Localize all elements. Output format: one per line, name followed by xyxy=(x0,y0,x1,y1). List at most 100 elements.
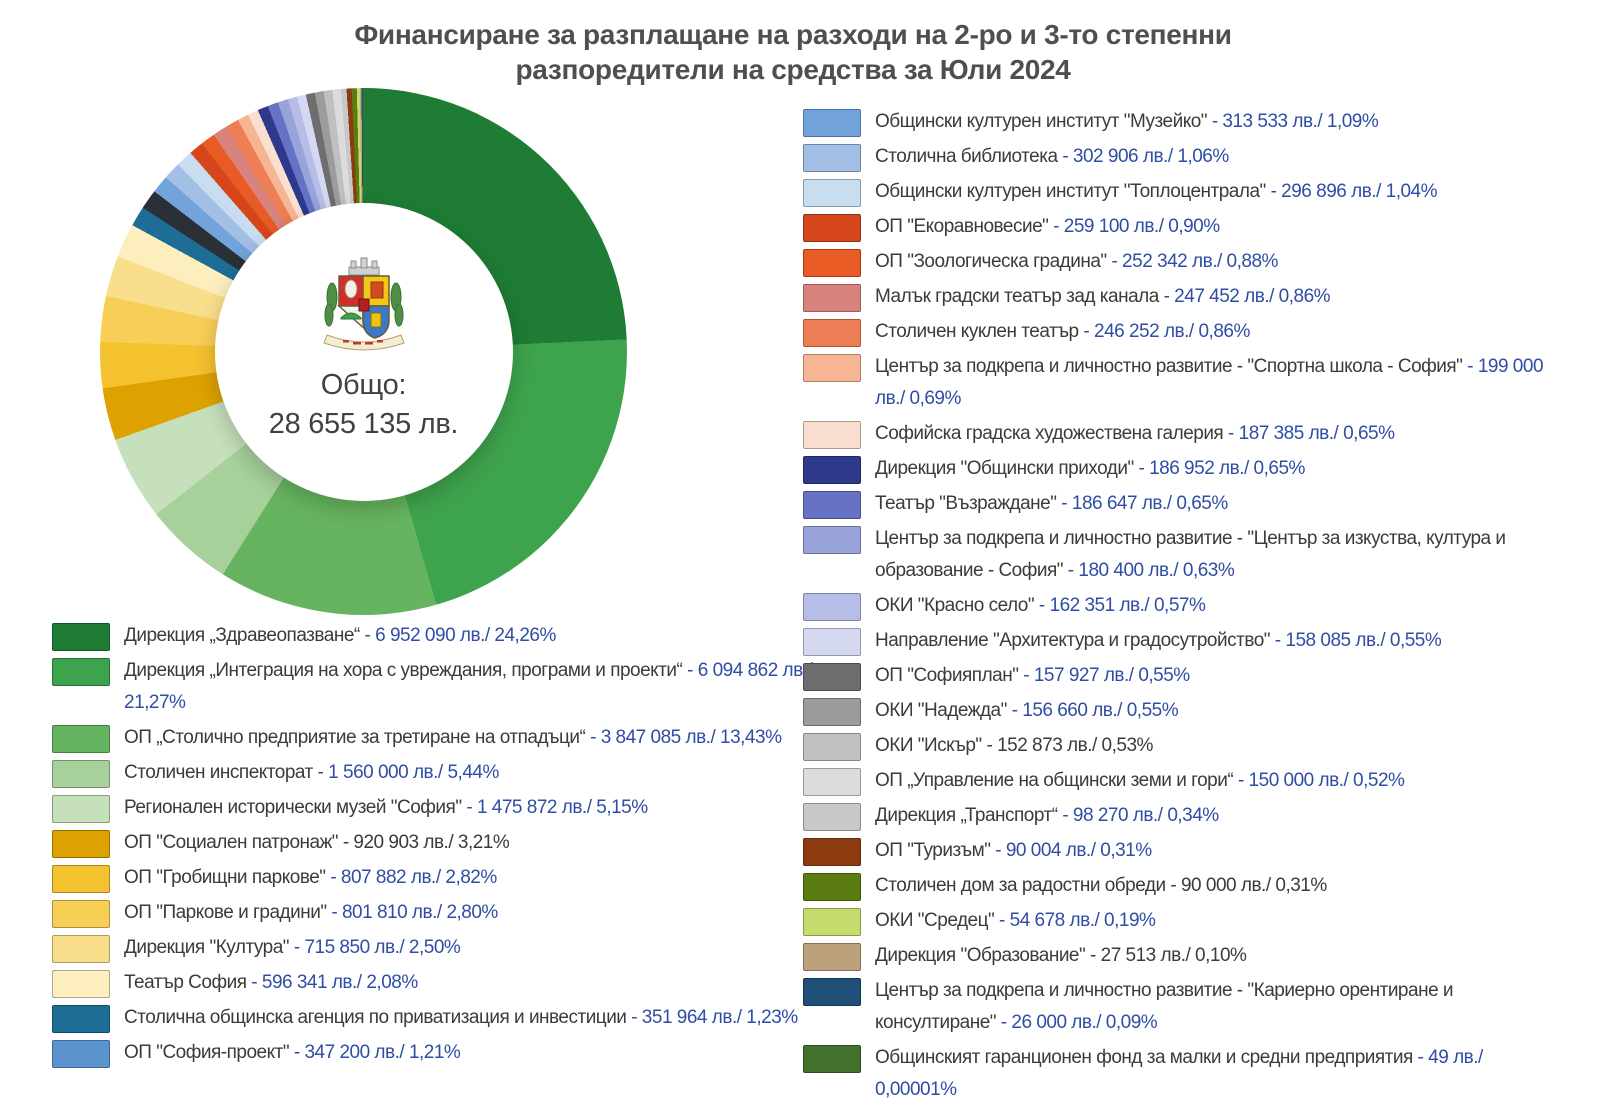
legend-label: ОП "Паркове и градини" - 801 810 лв./ 2,… xyxy=(124,902,498,923)
legend-item: ОП "Социален патронаж" - 920 903 лв./ 3,… xyxy=(52,827,852,859)
legend-value: - 801 810 лв./ 2,80% xyxy=(331,902,498,923)
legend-label: Театър "Възраждане" - 186 647 лв./ 0,65% xyxy=(875,493,1228,514)
legend-swatch xyxy=(803,214,861,242)
legend-swatch xyxy=(803,838,861,866)
legend-swatch xyxy=(52,725,110,753)
legend-label: ОП "София-проект" - 347 200 лв./ 1,21% xyxy=(124,1042,461,1063)
donut-chart: Общо: 28 655 135 лв. xyxy=(100,88,627,615)
legend-label: Столичен инспекторат - 1 560 000 лв./ 5,… xyxy=(124,762,499,783)
legend-label: Малък градски театър зад канала - 247 45… xyxy=(875,286,1331,307)
legend-value: - 199 000 лв./ 0,69% xyxy=(875,356,1544,409)
legend-item: Център за подкрепа и личностно развитие … xyxy=(803,975,1543,1039)
legend-value: - 150 000 лв./ 0,52% xyxy=(1237,770,1405,791)
legend-item: Театър "Възраждане" - 186 647 лв./ 0,65% xyxy=(803,488,1543,520)
legend-swatch xyxy=(803,456,861,484)
chart-title: Финансиране за разплащане на разходи на … xyxy=(354,19,1232,85)
legend-value: - 313 533 лв./ 1,09% xyxy=(1211,111,1379,132)
legend-label: ОП „Столично предприятие за третиране на… xyxy=(124,727,782,748)
legend-value: - 351 964 лв./ 1,23% xyxy=(631,1007,798,1028)
legend-swatch xyxy=(803,803,861,831)
legend-label: ОП "Гробищни паркове" - 807 882 лв./ 2,8… xyxy=(124,867,497,888)
sofia-coat-of-arms-icon xyxy=(322,257,405,350)
legend-value: - 252 342 лв./ 0,88% xyxy=(1111,251,1278,272)
legend-value: - 259 100 лв./ 0,90% xyxy=(1053,216,1220,237)
legend-item: Регионален исторически музей "София" - 1… xyxy=(52,792,852,824)
legend-item: ОП "Гробищни паркове" - 807 882 лв./ 2,8… xyxy=(52,862,852,894)
legend-value: - 27 513 лв./ 0,10% xyxy=(1090,945,1247,966)
legend-item: ОКИ "Красно село" - 162 351 лв./ 0,57% xyxy=(803,590,1543,622)
legend-value: - 187 385 лв./ 0,65% xyxy=(1228,423,1395,444)
legend-item: Столична общинска агенция по приватизаци… xyxy=(52,1002,852,1034)
legend-swatch xyxy=(803,698,861,726)
legend-item: Център за подкрепа и личностно развитие … xyxy=(803,351,1544,415)
legend-item: Дирекция „Здравеопазване“ - 6 952 090 лв… xyxy=(52,620,852,652)
legend-value: - 807 882 лв./ 2,82% xyxy=(330,867,497,888)
legend-label: ОП "Екоравновесие" - 259 100 лв./ 0,90% xyxy=(875,216,1220,237)
legend-value: - 347 200 лв./ 1,21% xyxy=(293,1042,461,1063)
legend-swatch xyxy=(803,663,861,691)
legend-item: Общински културен институт "Музейко" - 3… xyxy=(803,106,1543,138)
legend-item: ОП „Управление на общински земи и гори“ … xyxy=(803,765,1543,797)
legend-right-column: Общински културен институт "Музейко" - 3… xyxy=(803,106,1544,1109)
legend-swatch xyxy=(803,526,861,554)
legend-swatch xyxy=(52,970,110,998)
legend-swatch xyxy=(803,908,861,936)
legend-item: Дирекция „Интеграция на хора с увреждани… xyxy=(52,655,852,719)
legend-label: ОП „Управление на общински земи и гори“ … xyxy=(875,770,1405,791)
donut-center: Общо: 28 655 135 лв. xyxy=(214,202,513,501)
legend-value: - 6 094 862 лв./ 21,27% xyxy=(124,660,813,713)
legend-value: - 162 351 лв./ 0,57% xyxy=(1038,595,1206,616)
legend-label: Дирекция "Култура" - 715 850 лв./ 2,50% xyxy=(124,937,461,958)
legend-item: ОКИ "Надежда" - 156 660 лв./ 0,55% xyxy=(803,695,1543,727)
legend-value: - 186 647 лв./ 0,65% xyxy=(1061,493,1228,514)
legend-swatch xyxy=(52,830,110,858)
legend-item: Център за подкрепа и личностно развитие … xyxy=(803,523,1543,587)
legend-value: - 596 341 лв./ 2,08% xyxy=(251,972,418,993)
legend-value: - 98 270 лв./ 0,34% xyxy=(1062,805,1219,826)
legend-swatch xyxy=(52,795,110,823)
legend-item: Столичен дом за радостни обреди - 90 000… xyxy=(803,870,1543,902)
legend-label: Столична общинска агенция по приватизаци… xyxy=(124,1007,798,1028)
legend-item: Софийска градска художествена галерия - … xyxy=(803,418,1543,450)
legend-label: Дирекция „Интеграция на хора с увреждани… xyxy=(124,660,813,713)
legend-value: - 49 лв./ 0,00001% xyxy=(875,1047,1483,1100)
legend-value: - 715 850 лв./ 2,50% xyxy=(293,937,461,958)
legend-item: Дирекция „Транспорт“ - 98 270 лв./ 0,34% xyxy=(803,800,1543,832)
legend-swatch xyxy=(803,733,861,761)
legend-label: Театър София - 596 341 лв./ 2,08% xyxy=(124,972,418,993)
legend-value: - 246 252 лв./ 0,86% xyxy=(1083,321,1250,342)
legend-swatch xyxy=(803,628,861,656)
legend-item: Столичен куклен театър - 246 252 лв./ 0,… xyxy=(803,316,1543,348)
legend-label: Дирекция „Здравеопазване“ - 6 952 090 лв… xyxy=(124,625,556,646)
legend-item: ОП "Туризъм" - 90 004 лв./ 0,31% xyxy=(803,835,1543,867)
legend-item: Малък градски театър зад канала - 247 45… xyxy=(803,281,1543,313)
legend-value: - 90 000 лв./ 0,31% xyxy=(1170,875,1327,896)
legend-value: - 90 004 лв./ 0,31% xyxy=(995,840,1152,861)
legend-swatch xyxy=(803,1045,861,1073)
legend-label: Дирекция "Образование" - 27 513 лв./ 0,1… xyxy=(875,945,1247,966)
legend-value: - 247 452 лв./ 0,86% xyxy=(1163,286,1331,307)
legend-label: ОКИ "Надежда" - 156 660 лв./ 0,55% xyxy=(875,700,1179,721)
legend-label: Дирекция „Транспорт“ - 98 270 лв./ 0,34% xyxy=(875,805,1219,826)
legend-label: ОП "Туризъм" - 90 004 лв./ 0,31% xyxy=(875,840,1152,861)
legend-label: ОП "Зоологическа градина" - 252 342 лв./… xyxy=(875,251,1278,272)
legend-item: ОКИ "Средец" - 54 678 лв./ 0,19% xyxy=(803,905,1543,937)
legend-value: - 186 952 лв./ 0,65% xyxy=(1138,458,1305,479)
legend-swatch xyxy=(803,179,861,207)
total-value: 28 655 135 лв. xyxy=(268,407,459,440)
legend-item: Дирекция "Култура" - 715 850 лв./ 2,50% xyxy=(52,932,852,964)
legend-item: Общински културен институт "Топлоцентрал… xyxy=(803,176,1543,208)
legend-swatch xyxy=(803,284,861,312)
legend-swatch xyxy=(52,935,110,963)
legend-swatch xyxy=(803,421,861,449)
legend-item: Дирекция "Образование" - 27 513 лв./ 0,1… xyxy=(803,940,1543,972)
legend-swatch xyxy=(803,319,861,347)
legend-item: Столична библиотека - 302 906 лв./ 1,06% xyxy=(803,141,1543,173)
legend-value: - 54 678 лв./ 0,19% xyxy=(999,910,1156,931)
legend-swatch xyxy=(52,623,110,651)
legend-value: - 3 847 085 лв./ 13,43% xyxy=(590,727,782,748)
legend-swatch xyxy=(52,865,110,893)
legend-left-column: Дирекция „Здравеопазване“ - 6 952 090 лв… xyxy=(52,620,852,1072)
legend-label: Дирекция "Общински приходи" - 186 952 лв… xyxy=(875,458,1305,479)
legend-label: ОКИ "Искър" - 152 873 лв./ 0,53% xyxy=(875,735,1153,756)
